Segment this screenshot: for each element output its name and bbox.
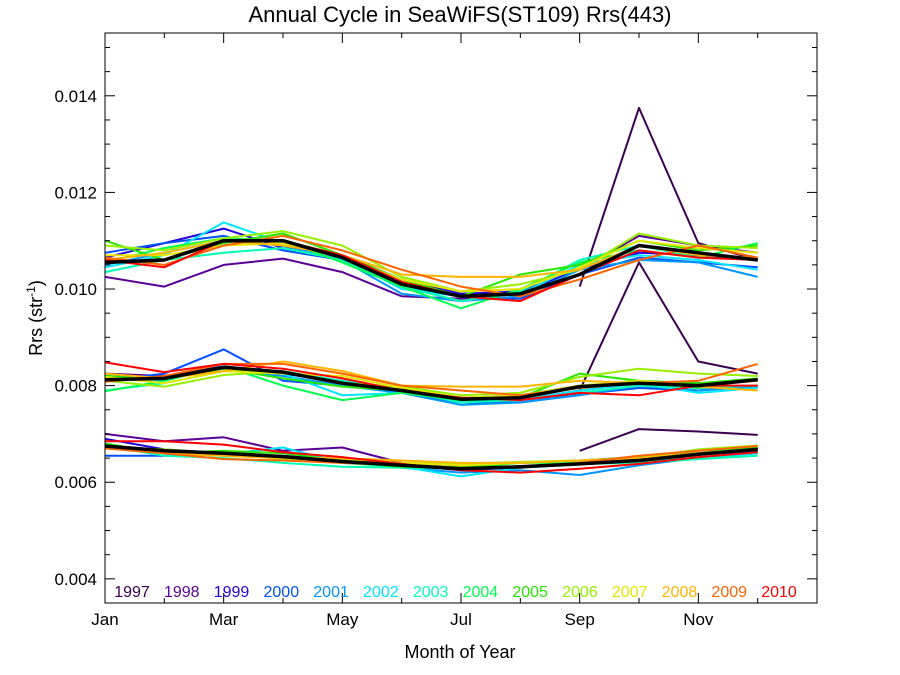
x-tick-label: Jul xyxy=(450,610,472,629)
y-axis-label-sup: -1 xyxy=(24,286,38,297)
legend-label-1998: 1998 xyxy=(164,584,200,601)
series-line-2002-upper xyxy=(104,221,758,298)
chart-title: Annual Cycle in SeaWiFS(ST109) Rrs(443) xyxy=(248,2,671,27)
plot-lines xyxy=(104,106,758,478)
y-tick-label: 0.004 xyxy=(54,570,97,589)
y-axis-label-main: Rrs (str xyxy=(26,297,46,356)
series-line-2008-lower xyxy=(104,445,758,464)
legend: 1997 1998 1999 2000 2001 2002 2003 2004 2005 2006… xyxy=(114,584,797,601)
legend-label-2004: 2004 xyxy=(463,584,499,601)
y-tick-label: 0.006 xyxy=(54,473,97,492)
x-tick-label: Jan xyxy=(91,610,118,629)
y-tick-label: 0.008 xyxy=(54,377,97,396)
legend-label-2001: 2001 xyxy=(313,584,349,601)
legend-label-2003: 2003 xyxy=(413,584,449,601)
series-line-1999-upper xyxy=(104,227,758,295)
legend-label-2002: 2002 xyxy=(363,584,399,601)
legend-label-1997: 1997 xyxy=(114,584,150,601)
legend-label-2000: 2000 xyxy=(264,584,300,601)
y-axis: 0.004 0.006 0.008 0.010 0.012 0.014 xyxy=(54,46,817,604)
mean-line-lower xyxy=(104,444,758,471)
series-line-2006-middle xyxy=(104,367,758,397)
y-axis-label-close: ) xyxy=(26,280,46,286)
legend-label-2007: 2007 xyxy=(612,584,648,601)
legend-label-2010: 2010 xyxy=(761,584,797,601)
x-tick-label: Sep xyxy=(565,610,595,629)
series-line-2000-middle xyxy=(104,348,758,404)
x-tick-label: Nov xyxy=(683,610,714,629)
x-tick-label: May xyxy=(326,610,359,629)
series-line-2006-upper xyxy=(104,230,758,293)
legend-label-2006: 2006 xyxy=(562,584,598,601)
legend-label-2005: 2005 xyxy=(512,584,548,601)
plot-frame xyxy=(104,32,818,604)
mean-line-upper xyxy=(104,238,758,299)
y-tick-label: 0.014 xyxy=(54,87,97,106)
series-line-2007-upper xyxy=(105,239,758,293)
mean-line-middle xyxy=(104,365,758,401)
series-line-1997-middle xyxy=(578,261,758,391)
x-tick-label: Mar xyxy=(209,610,239,629)
x-axis: Jan Mar May Jul Sep Nov xyxy=(91,33,759,629)
y-tick-label: 0.012 xyxy=(54,183,97,202)
series-line-1997-lower xyxy=(579,428,758,452)
legend-label-2009: 2009 xyxy=(711,584,747,601)
y-axis-label: Rrs (str-1) xyxy=(24,280,46,356)
x-axis-label: Month of Year xyxy=(404,642,515,662)
series-line-2009-upper xyxy=(104,234,758,298)
legend-label-2008: 2008 xyxy=(662,584,698,601)
y-tick-label: 0.010 xyxy=(54,280,97,299)
legend-label-1999: 1999 xyxy=(214,584,250,601)
mean-lines xyxy=(104,238,758,471)
